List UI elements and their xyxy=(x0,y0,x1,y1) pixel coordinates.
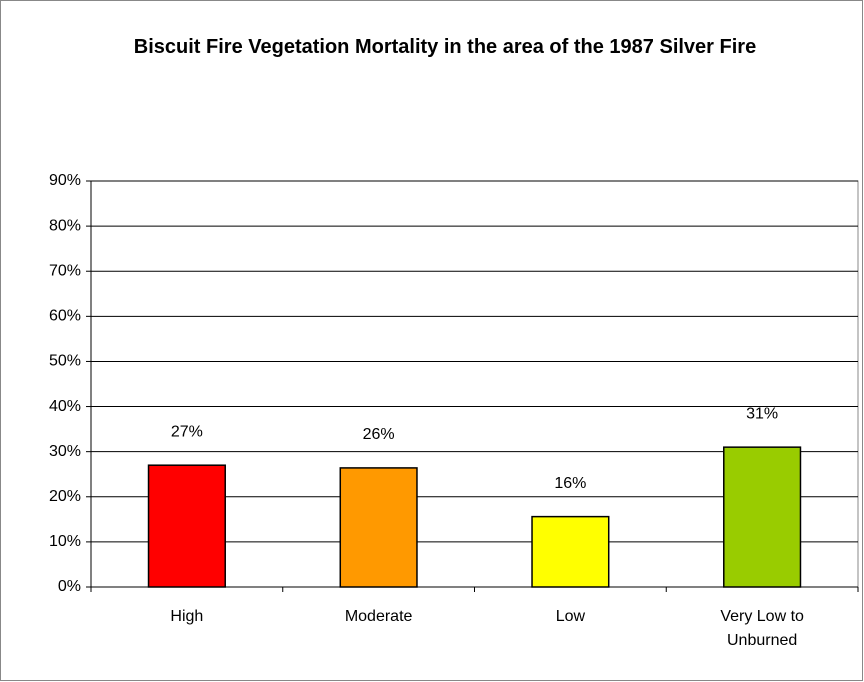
bar xyxy=(531,515,610,588)
y-tick-label: 10% xyxy=(49,533,81,550)
data-label: 16% xyxy=(554,475,586,492)
bar xyxy=(723,446,802,588)
y-tick-label: 60% xyxy=(49,308,81,325)
data-label: 26% xyxy=(363,426,395,443)
bar xyxy=(339,467,418,588)
y-tick-label: 0% xyxy=(58,578,81,595)
y-tick-label: 30% xyxy=(49,443,81,460)
y-tick-label: 70% xyxy=(49,262,81,279)
y-tick-label: 50% xyxy=(49,353,81,370)
data-label: 31% xyxy=(746,405,778,422)
y-tick-label: 40% xyxy=(49,398,81,415)
y-tick-label: 80% xyxy=(49,217,81,234)
x-tick-label: Moderate xyxy=(344,608,413,625)
x-tick-label: High xyxy=(170,608,204,625)
x-tick-label: Very Low to Unburned xyxy=(720,608,804,649)
y-tick-label: 20% xyxy=(49,488,81,505)
chart-title: Biscuit Fire Vegetation Mortality in the… xyxy=(133,36,757,58)
y-tick-label: 90% xyxy=(49,172,81,189)
bar xyxy=(147,464,226,588)
x-tick-label: Low xyxy=(555,608,586,625)
data-label: 27% xyxy=(171,423,203,440)
